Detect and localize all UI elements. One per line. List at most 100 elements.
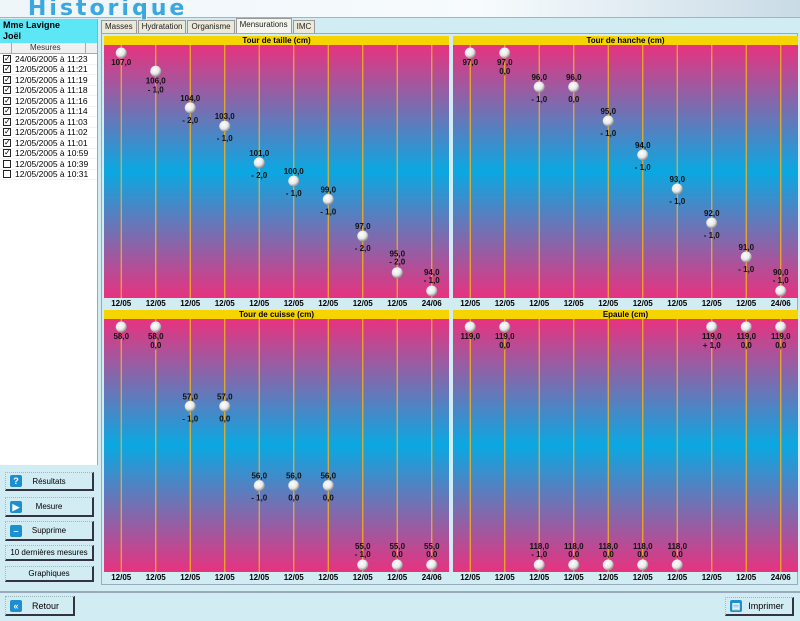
data-point[interactable] <box>602 115 614 127</box>
data-point[interactable] <box>706 321 718 333</box>
list-item[interactable]: ✓ 12/05/2005 à 11:16 <box>0 96 97 107</box>
mesure-button[interactable]: ▶ Mesure <box>5 497 94 517</box>
value-label: 93,0 <box>669 175 685 184</box>
x-tick-label: 12/05 <box>529 299 550 308</box>
data-point[interactable] <box>357 559 369 571</box>
data-point[interactable] <box>426 559 438 571</box>
data-point[interactable] <box>568 559 580 571</box>
data-point[interactable] <box>637 559 649 571</box>
data-point[interactable] <box>464 321 476 333</box>
data-point[interactable] <box>426 285 438 297</box>
document-icon: ▤ <box>730 600 742 612</box>
data-point[interactable] <box>184 400 196 412</box>
data-point[interactable] <box>637 149 649 161</box>
data-point[interactable] <box>115 321 127 333</box>
data-point[interactable] <box>219 400 231 412</box>
checkbox[interactable]: ✓ <box>3 74 11 84</box>
data-point[interactable] <box>671 559 683 571</box>
list-item[interactable]: ✓ 12/05/2005 à 11:03 <box>0 117 97 128</box>
value-label: 101,0 <box>249 149 270 158</box>
divider <box>0 591 800 593</box>
x-tick-label: 12/05 <box>495 573 516 582</box>
x-tick-label: 12/05 <box>702 573 723 582</box>
list-item[interactable]: ✓ 12/05/2005 à 11:01 <box>0 138 97 149</box>
x-tick-label: 12/05 <box>598 573 619 582</box>
data-point[interactable] <box>288 480 300 492</box>
retour-label: Retour <box>31 600 59 611</box>
data-point[interactable] <box>322 193 334 205</box>
delta-label: - 1,0 <box>355 550 372 559</box>
list-item[interactable]: ✓ 12/05/2005 à 10:59 <box>0 148 97 159</box>
column-header-mesures[interactable]: Mesures <box>12 43 86 53</box>
checkbox[interactable] <box>3 159 11 168</box>
x-tick-label: 12/05 <box>633 299 654 308</box>
charts-area: Tour de taille (cm) 12/05 12/05 12/05 12/05 1… <box>101 33 798 585</box>
checkbox[interactable]: ✓ <box>3 106 11 116</box>
checkbox[interactable]: ✓ <box>3 85 11 95</box>
data-point[interactable] <box>184 102 196 114</box>
list-item[interactable]: ✓ 12/05/2005 à 11:02 <box>0 127 97 138</box>
value-label: 58,0 <box>113 332 129 341</box>
data-point[interactable] <box>775 321 787 333</box>
checkbox[interactable]: ✓ <box>3 127 11 137</box>
list-item[interactable]: ✓ 24/06/2005 à 11:23 <box>0 54 97 65</box>
list-item[interactable]: ✓ 12/05/2005 à 11:18 <box>0 85 97 96</box>
tab-masses[interactable]: Masses <box>101 20 137 33</box>
data-point[interactable] <box>115 47 127 59</box>
graphiques-button[interactable]: Graphiques <box>5 566 94 582</box>
chart-title: Epaule (cm) <box>453 310 798 319</box>
data-point[interactable] <box>288 175 300 187</box>
data-point[interactable] <box>706 217 718 229</box>
checkbox[interactable] <box>3 170 11 179</box>
supprime-button[interactable]: – Supprime <box>5 521 94 541</box>
checkbox[interactable]: ✓ <box>3 95 11 105</box>
data-point[interactable] <box>533 81 545 93</box>
data-point[interactable] <box>671 183 683 195</box>
chart-0: Tour de taille (cm) 12/05 12/05 12/05 12/05 1… <box>104 36 449 308</box>
x-tick-label: 12/05 <box>564 299 585 308</box>
data-point[interactable] <box>253 480 265 492</box>
plot-background <box>104 319 449 572</box>
data-point[interactable] <box>499 47 511 59</box>
tab-mensurations[interactable]: Mensurations <box>235 18 292 33</box>
checkbox[interactable]: ✓ <box>3 148 11 158</box>
list-item-label: 12/05/2005 à 10:59 <box>15 148 89 159</box>
tab-imc[interactable]: IMC <box>292 20 316 33</box>
list-item[interactable]: 12/05/2005 à 10:39 <box>0 159 97 170</box>
data-point[interactable] <box>253 157 265 169</box>
retour-button[interactable]: « Retour <box>5 596 75 616</box>
last-10-button[interactable]: 10 dernières mesures <box>5 545 94 561</box>
checkbox[interactable]: ✓ <box>3 116 11 126</box>
data-point[interactable] <box>391 559 403 571</box>
checkbox[interactable]: ✓ <box>3 64 11 74</box>
resultats-button[interactable]: ? Résultats <box>5 472 94 491</box>
value-label: 96,0 <box>531 73 547 82</box>
list-item[interactable]: ✓ 12/05/2005 à 11:21 <box>0 64 97 75</box>
data-point[interactable] <box>740 321 752 333</box>
data-point[interactable] <box>464 47 476 59</box>
data-point[interactable] <box>357 230 369 242</box>
list-item[interactable]: ✓ 12/05/2005 à 11:14 <box>0 106 97 117</box>
tab-organisme[interactable]: Organisme <box>187 20 235 33</box>
checkbox[interactable]: ✓ <box>3 53 11 63</box>
data-point[interactable] <box>740 251 752 263</box>
data-point[interactable] <box>775 285 787 297</box>
list-item[interactable]: 12/05/2005 à 10:31 <box>0 169 97 180</box>
tab-hydratation[interactable]: Hydratation <box>137 20 187 33</box>
list-header: Mesures <box>0 43 97 54</box>
checkbox[interactable]: ✓ <box>3 137 11 147</box>
data-point[interactable] <box>322 480 334 492</box>
data-point[interactable] <box>602 559 614 571</box>
data-point[interactable] <box>150 65 162 77</box>
data-point[interactable] <box>568 81 580 93</box>
value-label: 118,0 <box>564 542 584 551</box>
x-tick-label: 12/05 <box>353 299 374 308</box>
delta-label: 0,0 <box>568 550 580 559</box>
imprimer-button[interactable]: ▤ Imprimer <box>725 597 794 616</box>
data-point[interactable] <box>391 267 403 279</box>
data-point[interactable] <box>533 559 545 571</box>
data-point[interactable] <box>499 321 511 333</box>
list-item[interactable]: ✓ 12/05/2005 à 11:19 <box>0 75 97 86</box>
data-point[interactable] <box>219 120 231 132</box>
data-point[interactable] <box>150 321 162 333</box>
